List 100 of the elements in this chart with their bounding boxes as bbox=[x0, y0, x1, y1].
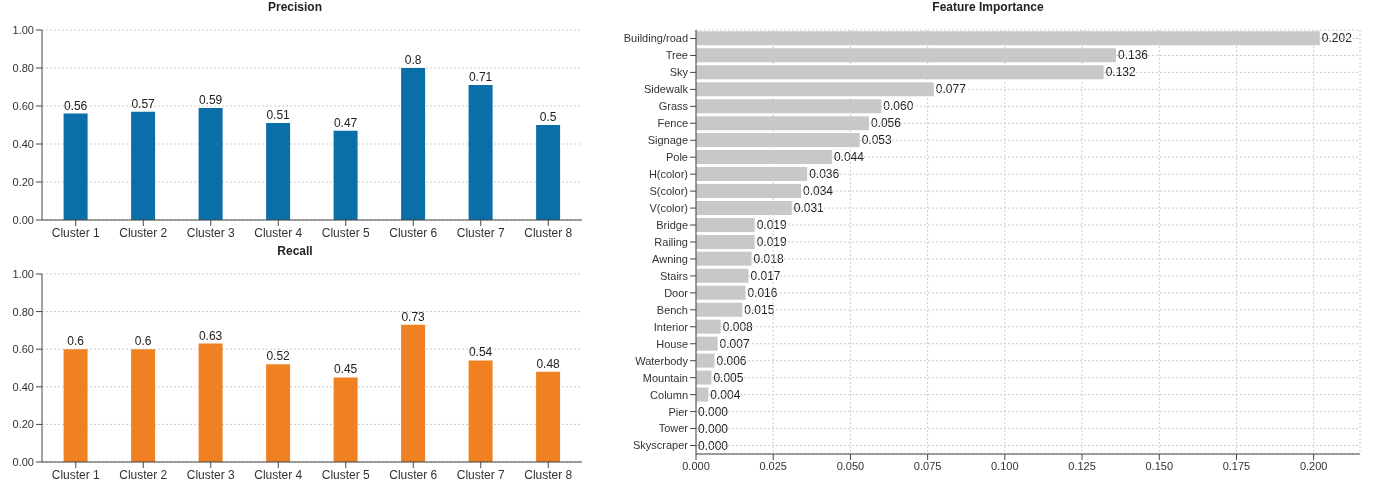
y-tick-label: 0.80 bbox=[12, 305, 34, 318]
y-tick-label: Bridge bbox=[656, 218, 688, 231]
x-tick-label: 0.175 bbox=[1222, 459, 1251, 472]
y-tick-label: Mountain bbox=[642, 371, 688, 384]
y-tick-label: Building/road bbox=[623, 32, 688, 45]
data-label: 0.48 bbox=[536, 356, 561, 371]
y-tick-label: 0.60 bbox=[12, 343, 34, 356]
y-tick-label: Interior bbox=[653, 320, 689, 333]
y-tick-label: House bbox=[656, 337, 688, 350]
bar bbox=[198, 343, 223, 462]
y-tick-label: Railing bbox=[654, 235, 688, 248]
x-tick-label: 0.075 bbox=[913, 459, 942, 472]
bar bbox=[131, 111, 156, 220]
data-label: 0.56 bbox=[63, 98, 88, 113]
x-tick-label: Cluster 3 bbox=[186, 467, 236, 482]
x-tick-label: 0.150 bbox=[1145, 459, 1174, 472]
y-tick-label: Sky bbox=[669, 66, 689, 79]
bar bbox=[696, 302, 743, 317]
y-tick-label: 1.00 bbox=[12, 267, 34, 280]
chart-title: Recall bbox=[276, 244, 314, 258]
data-label: 0.019 bbox=[756, 218, 788, 233]
y-tick-label: Door bbox=[664, 286, 689, 299]
y-tick-label: Pier bbox=[668, 405, 689, 418]
data-label: 0.044 bbox=[833, 150, 865, 165]
x-tick-label: 0.050 bbox=[836, 459, 865, 472]
data-label: 0.007 bbox=[719, 336, 750, 351]
y-tick-label: V(color) bbox=[649, 201, 688, 214]
data-label: 0.000 bbox=[698, 404, 729, 419]
x-tick-label: Cluster 1 bbox=[51, 467, 101, 482]
data-label: 0.077 bbox=[935, 82, 967, 97]
y-tick-label: 0.00 bbox=[12, 213, 34, 226]
data-label: 0.71 bbox=[468, 70, 493, 85]
y-tick-label: Bench bbox=[656, 303, 688, 316]
x-tick-label: Cluster 1 bbox=[51, 225, 101, 240]
bar bbox=[401, 68, 426, 220]
data-label: 0.017 bbox=[750, 268, 781, 283]
y-tick-label: 0.00 bbox=[12, 455, 34, 468]
data-label: 0.5 bbox=[539, 110, 557, 124]
data-label: 0.019 bbox=[756, 235, 788, 249]
y-tick-label: Tree bbox=[665, 49, 688, 62]
bar bbox=[696, 336, 718, 351]
y-tick-label: Signage bbox=[647, 134, 688, 147]
bar bbox=[131, 349, 156, 462]
x-tick-label: 0.000 bbox=[682, 459, 710, 472]
y-tick-label: Pole bbox=[665, 151, 688, 164]
bar bbox=[536, 125, 561, 220]
data-label: 0.036 bbox=[809, 167, 840, 182]
chart-title: Feature Importance bbox=[931, 0, 1045, 14]
data-label: 0.136 bbox=[1118, 48, 1149, 63]
y-tick-label: Tower bbox=[658, 422, 689, 435]
bar bbox=[468, 85, 493, 220]
x-tick-label: 0.025 bbox=[759, 459, 787, 472]
data-label: 0.008 bbox=[722, 319, 754, 334]
y-tick-label: 0.40 bbox=[12, 137, 34, 150]
data-label: 0.54 bbox=[468, 345, 493, 360]
chart-title: Precision bbox=[267, 0, 323, 14]
x-tick-label: Cluster 5 bbox=[321, 225, 371, 240]
bar bbox=[198, 107, 223, 220]
y-tick-label: S(color) bbox=[649, 185, 688, 198]
bar bbox=[696, 82, 934, 97]
data-label: 0.132 bbox=[1105, 65, 1137, 80]
y-tick-label: 1.00 bbox=[12, 23, 34, 36]
data-label: 0.056 bbox=[870, 116, 902, 131]
y-tick-label: Skyscraper bbox=[632, 439, 689, 452]
y-tick-label: Column bbox=[650, 388, 688, 401]
y-tick-label: 0.20 bbox=[12, 418, 34, 431]
data-label: 0.018 bbox=[753, 251, 784, 266]
x-tick-label: Cluster 8 bbox=[524, 225, 573, 240]
y-tick-label: 0.40 bbox=[12, 380, 34, 393]
bar bbox=[401, 324, 426, 462]
x-tick-label: Cluster 7 bbox=[456, 225, 506, 240]
y-tick-label: Awning bbox=[652, 252, 688, 265]
bar bbox=[468, 360, 493, 462]
y-tick-label: Grass bbox=[658, 100, 689, 113]
y-tick-label: Fence bbox=[657, 117, 688, 130]
x-tick-label: Cluster 7 bbox=[456, 467, 506, 482]
bar bbox=[333, 377, 358, 462]
data-label: 0.202 bbox=[1321, 31, 1353, 46]
data-label: 0.8 bbox=[404, 53, 422, 67]
x-tick-label: Cluster 6 bbox=[389, 467, 438, 482]
data-label: 0.45 bbox=[333, 362, 358, 377]
y-tick-label: 0.60 bbox=[12, 99, 34, 112]
y-tick-label: Sidewalk bbox=[643, 83, 689, 96]
x-tick-label: 0.200 bbox=[1299, 459, 1328, 472]
data-label: 0.031 bbox=[793, 201, 825, 216]
x-tick-label: Cluster 6 bbox=[389, 225, 438, 240]
x-tick-label: Cluster 2 bbox=[119, 467, 168, 482]
bar bbox=[63, 349, 88, 462]
data-label: 0.73 bbox=[401, 309, 426, 324]
y-tick-label: Stairs bbox=[659, 269, 689, 282]
data-label: 0.015 bbox=[744, 302, 775, 317]
x-tick-label: 0.125 bbox=[1068, 459, 1096, 472]
x-tick-label: Cluster 8 bbox=[524, 467, 573, 482]
x-tick-label: 0.100 bbox=[991, 459, 1019, 472]
bar bbox=[536, 371, 561, 462]
bar bbox=[266, 364, 291, 462]
data-label: 0.000 bbox=[698, 421, 729, 436]
data-label: 0.016 bbox=[747, 285, 778, 300]
x-tick-label: Cluster 4 bbox=[254, 225, 303, 240]
bar bbox=[63, 113, 88, 220]
